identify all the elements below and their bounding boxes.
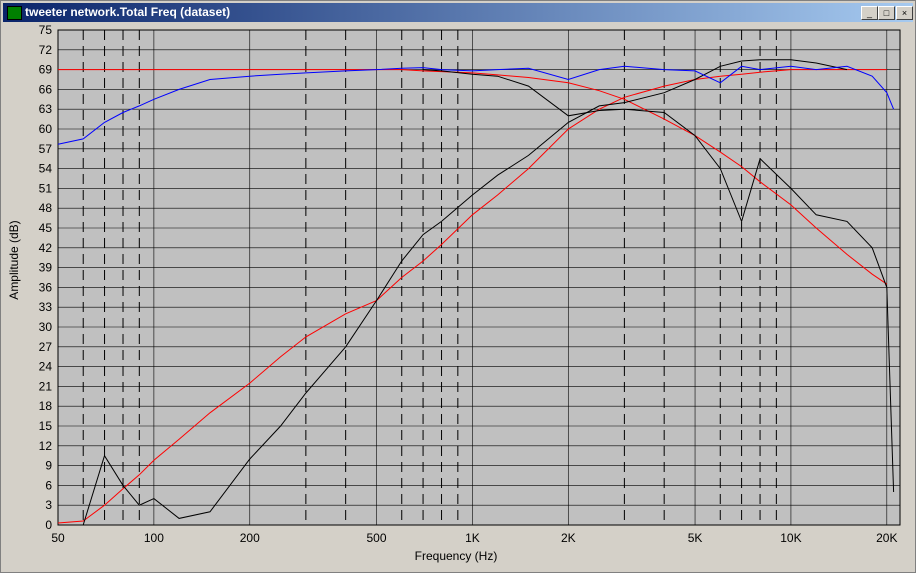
y-tick-label: 9 <box>45 459 52 473</box>
y-tick-label: 15 <box>39 419 53 433</box>
y-tick-label: 51 <box>39 181 53 195</box>
y-tick-label: 18 <box>39 399 53 413</box>
x-axis-label: Frequency (Hz) <box>415 549 498 563</box>
y-tick-label: 48 <box>39 201 53 215</box>
y-tick-label: 30 <box>39 320 53 334</box>
plot-area <box>58 30 900 525</box>
x-tick-label: 5K <box>688 531 703 545</box>
data-line <box>82 59 848 526</box>
x-tick-label: 50 <box>51 531 65 545</box>
y-tick-label: 63 <box>39 102 53 116</box>
y-tick-label: 69 <box>39 63 53 77</box>
data-line <box>423 69 895 493</box>
x-tick-label: 10K <box>780 531 801 545</box>
y-tick-label: 72 <box>39 43 53 57</box>
close-button[interactable]: × <box>896 6 913 20</box>
y-tick-label: 57 <box>39 142 53 156</box>
y-tick-label: 3 <box>45 498 52 512</box>
y-tick-label: 6 <box>45 478 52 492</box>
y-tick-label: 21 <box>39 379 53 393</box>
y-tick-label: 60 <box>39 122 53 136</box>
minimize-button[interactable]: _ <box>861 6 878 20</box>
x-tick-label: 200 <box>240 531 260 545</box>
y-tick-label: 24 <box>39 360 53 374</box>
data-line <box>57 65 895 145</box>
y-tick-label: 12 <box>39 439 53 453</box>
y-tick-label: 45 <box>39 221 53 235</box>
window-icon[interactable] <box>7 6 22 20</box>
data-line <box>57 69 887 524</box>
y-tick-label: 39 <box>39 261 53 275</box>
window-title: tweeter network.Total Freq (dataset) <box>25 5 231 19</box>
y-axis-label: Amplitude (dB) <box>7 220 21 299</box>
maximize-button[interactable]: □ <box>878 6 895 20</box>
x-tick-label: 20K <box>876 531 897 545</box>
y-tick-label: 27 <box>39 340 53 354</box>
x-tick-label: 1K <box>465 531 480 545</box>
x-tick-label: 2K <box>561 531 576 545</box>
title-bar: tweeter network.Total Freq (dataset) _ □… <box>3 3 913 22</box>
y-tick-label: 66 <box>39 82 53 96</box>
y-tick-label: 42 <box>39 241 53 255</box>
plot-border <box>57 29 901 526</box>
y-tick-label: 0 <box>45 518 52 532</box>
y-tick-label: 75 <box>39 23 53 37</box>
x-tick-label: 500 <box>367 531 387 545</box>
y-tick-label: 54 <box>39 162 53 176</box>
x-tick-label: 100 <box>144 531 164 545</box>
y-tick-label: 36 <box>39 280 53 294</box>
y-tick-label: 33 <box>39 300 53 314</box>
